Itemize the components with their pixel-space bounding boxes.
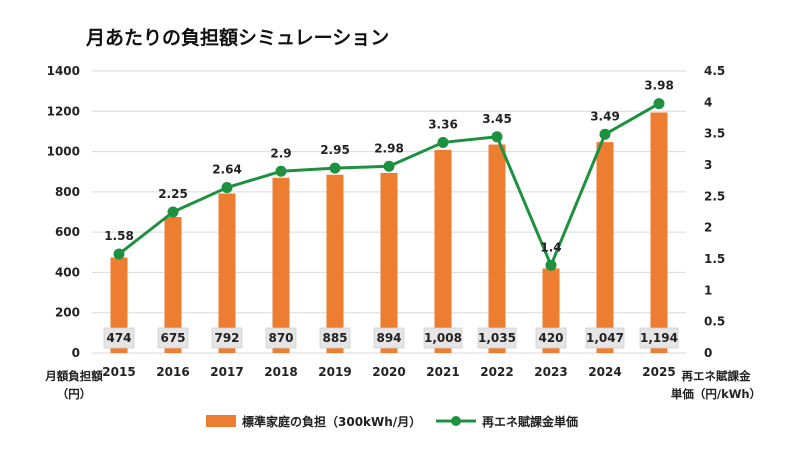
point-data-label: 3.45 bbox=[482, 112, 512, 126]
line-point bbox=[653, 98, 665, 110]
line-point bbox=[383, 160, 395, 172]
bar-data-label: 474 bbox=[106, 331, 131, 345]
legend-line-label: 再エネ賦課金単価 bbox=[482, 414, 578, 429]
right-tick-label: 2.5 bbox=[704, 189, 725, 203]
x-tick-label: 2016 bbox=[156, 365, 189, 379]
bar bbox=[650, 112, 668, 353]
line-point bbox=[437, 136, 449, 148]
line-point bbox=[275, 165, 287, 177]
bar bbox=[380, 172, 398, 353]
right-tick-label: 0.5 bbox=[704, 315, 725, 329]
bar-label-box bbox=[639, 327, 679, 349]
bar-label-box bbox=[535, 327, 567, 349]
bar bbox=[218, 193, 236, 353]
x-tick-label: 2019 bbox=[318, 365, 351, 379]
line-point bbox=[545, 259, 557, 271]
bar-data-label: 792 bbox=[214, 331, 239, 345]
point-data-label: 2.95 bbox=[320, 143, 350, 157]
line-point bbox=[113, 248, 125, 260]
point-data-label: 2.98 bbox=[374, 141, 404, 155]
bar-data-labels: 474 675 792 870 885 894 1,008 1,035 420 1,047 1,19… bbox=[103, 327, 679, 349]
x-tick-label: 2022 bbox=[480, 365, 513, 379]
x-tick-label: 2024 bbox=[588, 365, 621, 379]
chart-title: 月あたりの負担額シミュレーション bbox=[85, 26, 389, 49]
point-data-label: 1.4 bbox=[540, 240, 561, 254]
x-tick-label: 2015 bbox=[102, 365, 135, 379]
legend-line-marker bbox=[451, 416, 461, 426]
left-tick-label: 600 bbox=[55, 225, 80, 239]
legend-bar-label: 標準家庭の負担（300kWh/月） bbox=[242, 414, 421, 429]
x-tick-label: 2025 bbox=[642, 365, 675, 379]
bar-label-box bbox=[585, 327, 625, 349]
right-tick-label: 2 bbox=[704, 221, 712, 235]
legend: 標準家庭の負担（300kWh/月） 再エネ賦課金単価 bbox=[206, 414, 578, 429]
right-axis-ticks: 0 0.5 1 1.5 2 2.5 3 3.5 4 4.5 bbox=[704, 64, 725, 360]
bar-label-box bbox=[157, 327, 189, 349]
left-tick-label: 800 bbox=[55, 185, 80, 199]
point-data-label: 2.9 bbox=[270, 146, 291, 160]
x-axis-ticks: 2015 2016 2017 2018 2019 2020 2021 2022 2023 2024… bbox=[102, 365, 675, 379]
left-tick-label: 200 bbox=[55, 306, 80, 320]
bar-data-label: 1,008 bbox=[424, 331, 462, 345]
right-tick-label: 0 bbox=[704, 346, 712, 360]
left-axis-label: 月額負担額 bbox=[44, 369, 103, 383]
left-tick-label: 400 bbox=[55, 265, 80, 279]
bar-data-label: 870 bbox=[268, 331, 293, 345]
left-tick-label: 1400 bbox=[47, 64, 80, 78]
bar-data-label: 894 bbox=[376, 331, 401, 345]
right-tick-label: 3.5 bbox=[704, 127, 725, 141]
x-tick-label: 2018 bbox=[264, 365, 297, 379]
bar-label-box bbox=[265, 327, 297, 349]
line-point bbox=[329, 162, 341, 174]
x-tick-label: 2020 bbox=[372, 365, 405, 379]
point-data-label: 3.49 bbox=[590, 109, 620, 123]
right-axis-label: 再エネ賦課金 bbox=[682, 369, 751, 383]
left-tick-label: 1000 bbox=[47, 145, 80, 159]
x-tick-label: 2023 bbox=[534, 365, 567, 379]
left-axis-ticks: 0 200 400 600 800 1000 1200 1400 bbox=[47, 64, 80, 360]
bar-label-box bbox=[319, 327, 351, 349]
bar bbox=[434, 149, 452, 353]
point-data-label: 2.25 bbox=[158, 187, 188, 201]
line-point bbox=[221, 182, 233, 194]
bar-data-label: 1,047 bbox=[586, 331, 624, 345]
bar-data-label: 420 bbox=[538, 331, 563, 345]
point-data-label: 2.64 bbox=[212, 163, 242, 177]
bar-label-box bbox=[373, 327, 405, 349]
bar-data-label: 1,194 bbox=[640, 331, 678, 345]
bar-label-box bbox=[211, 327, 243, 349]
bar-data-label: 885 bbox=[322, 331, 347, 345]
point-data-label: 3.36 bbox=[428, 117, 458, 131]
line-series: 1.58 2.25 2.64 2.9 2.95 2.98 3.36 3.45 1.4 3.49 3.… bbox=[104, 79, 674, 271]
right-tick-label: 4.5 bbox=[704, 64, 725, 78]
bar bbox=[488, 144, 506, 353]
bar-label-box bbox=[423, 327, 463, 349]
point-data-label: 1.58 bbox=[104, 229, 134, 243]
right-tick-label: 3 bbox=[704, 158, 712, 172]
bar bbox=[272, 177, 290, 353]
right-tick-label: 4 bbox=[704, 95, 712, 109]
line-point bbox=[491, 131, 503, 143]
line-point bbox=[167, 206, 179, 218]
x-tick-label: 2021 bbox=[426, 365, 459, 379]
bar-label-box bbox=[477, 327, 517, 349]
right-axis-label-unit: 単価（円/kWh） bbox=[671, 387, 761, 401]
legend-bar-swatch bbox=[206, 415, 236, 427]
bar-label-box bbox=[103, 327, 135, 349]
right-tick-label: 1.5 bbox=[704, 252, 725, 266]
bar-data-label: 1,035 bbox=[478, 331, 516, 345]
left-axis-label-unit: （円） bbox=[57, 387, 92, 401]
left-tick-label: 0 bbox=[72, 346, 80, 360]
bar-data-label: 675 bbox=[160, 331, 185, 345]
line-point bbox=[599, 128, 611, 140]
point-data-label: 3.98 bbox=[644, 79, 674, 93]
bar bbox=[596, 142, 614, 353]
left-tick-label: 1200 bbox=[47, 104, 80, 118]
bar bbox=[164, 217, 182, 353]
right-tick-label: 1 bbox=[704, 283, 712, 297]
x-tick-label: 2017 bbox=[210, 365, 243, 379]
bar bbox=[326, 174, 344, 353]
